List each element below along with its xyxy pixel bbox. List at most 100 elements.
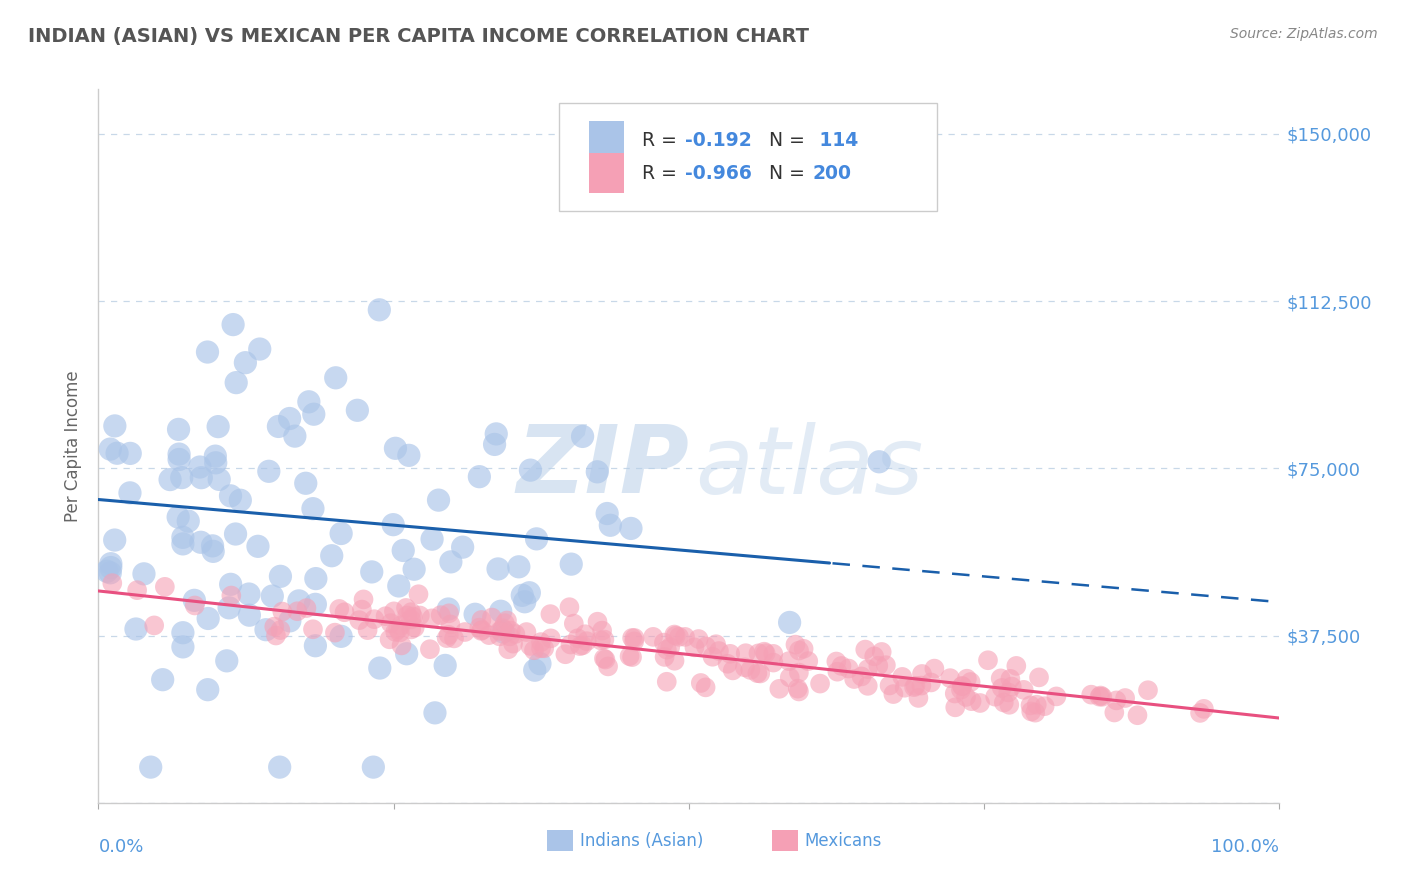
Point: [643, 630, 665, 644]
Point: [225, 527, 247, 541]
Point: [797, 654, 820, 668]
Point: [346, 403, 368, 417]
Point: [787, 684, 810, 698]
Point: [302, 501, 325, 516]
Point: [868, 658, 890, 673]
Point: [586, 465, 609, 479]
Point: [197, 682, 219, 697]
Point: [454, 625, 477, 640]
Point: [596, 659, 619, 673]
Point: [554, 647, 576, 661]
Point: [499, 629, 522, 643]
Point: [143, 618, 166, 632]
Point: [688, 632, 710, 646]
Point: [437, 628, 460, 642]
Text: N =: N =: [769, 163, 811, 183]
Point: [184, 599, 207, 613]
Point: [104, 533, 127, 547]
Point: [153, 580, 176, 594]
Point: [330, 629, 353, 643]
Point: [567, 632, 589, 646]
Point: [540, 632, 562, 646]
Point: [523, 643, 546, 657]
Point: [969, 696, 991, 710]
Point: [1091, 690, 1114, 704]
Point: [779, 670, 801, 684]
Point: [1104, 706, 1126, 720]
Point: [489, 604, 512, 618]
Point: [197, 345, 219, 359]
Point: [599, 518, 621, 533]
Point: [623, 631, 645, 645]
Point: [591, 624, 613, 638]
Point: [420, 532, 443, 546]
Y-axis label: Per Capita Income: Per Capita Income: [65, 370, 83, 522]
Point: [664, 654, 686, 668]
Point: [665, 629, 688, 643]
Point: [321, 549, 343, 563]
Point: [132, 566, 155, 581]
Point: [747, 646, 769, 660]
Point: [100, 560, 122, 574]
Point: [302, 407, 325, 421]
Text: -0.192: -0.192: [685, 131, 752, 151]
Point: [471, 623, 494, 637]
Point: [188, 460, 211, 475]
Point: [695, 640, 717, 654]
Point: [304, 598, 326, 612]
Point: [950, 679, 973, 693]
Point: [470, 624, 492, 638]
Point: [384, 624, 406, 639]
Point: [502, 637, 524, 651]
Point: [349, 613, 371, 627]
Point: [360, 565, 382, 579]
Point: [1019, 698, 1042, 713]
Point: [538, 607, 561, 621]
Point: [139, 760, 162, 774]
Point: [655, 674, 678, 689]
Point: [325, 371, 347, 385]
Point: [484, 437, 506, 451]
Point: [623, 634, 645, 648]
Point: [478, 628, 501, 642]
Point: [257, 464, 280, 478]
Point: [808, 676, 831, 690]
Point: [620, 521, 643, 535]
Point: [374, 609, 396, 624]
Point: [167, 510, 190, 524]
Point: [529, 657, 551, 671]
Point: [229, 493, 252, 508]
Point: [127, 583, 149, 598]
Point: [702, 649, 724, 664]
Point: [101, 576, 124, 591]
Point: [264, 628, 287, 642]
Point: [388, 625, 411, 640]
Point: [513, 595, 536, 609]
Point: [285, 604, 308, 618]
Point: [304, 639, 326, 653]
Point: [718, 647, 741, 661]
Point: [404, 621, 426, 635]
Point: [668, 630, 690, 644]
Point: [201, 539, 224, 553]
Point: [893, 681, 915, 695]
Text: 200: 200: [813, 163, 852, 183]
Point: [219, 577, 242, 591]
Point: [891, 670, 914, 684]
Text: Indians (Asian): Indians (Asian): [581, 831, 703, 849]
Point: [96, 564, 118, 578]
Point: [399, 605, 422, 619]
Point: [356, 623, 378, 637]
Point: [1192, 702, 1215, 716]
Text: -0.966: -0.966: [685, 163, 752, 183]
Point: [673, 630, 696, 644]
Point: [830, 659, 852, 673]
Point: [619, 649, 641, 664]
Point: [977, 653, 1000, 667]
Point: [508, 559, 530, 574]
Point: [689, 676, 711, 690]
Point: [221, 589, 243, 603]
Point: [468, 469, 491, 483]
FancyBboxPatch shape: [772, 830, 797, 851]
Point: [267, 419, 290, 434]
